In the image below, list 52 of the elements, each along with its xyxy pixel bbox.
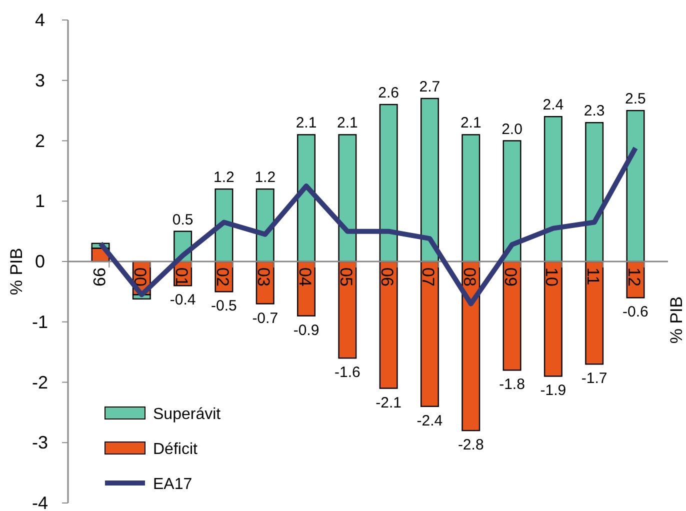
x-tick-label: 00	[130, 268, 150, 286]
y-tick-label: -3	[32, 432, 48, 453]
data-label: -0.5	[211, 298, 237, 315]
annotation: % PIB	[667, 296, 686, 344]
x-tick-label: 07	[418, 268, 438, 286]
x-tick-label: 06	[378, 268, 397, 286]
x-tick-label: 10	[542, 268, 562, 286]
legend-label: Superávit	[153, 406, 222, 423]
x-tick-label: 05	[336, 268, 356, 286]
x-tick-label: 12	[624, 268, 644, 286]
y-tick-label: 2	[34, 130, 46, 151]
data-label: -2.1	[376, 394, 402, 412]
data-label: 1.2	[254, 169, 276, 186]
data-label: -0.4	[170, 292, 196, 309]
y-tick-label: 1	[34, 191, 46, 212]
y-tick-label: -1	[32, 312, 48, 332]
x-tick-label: 01	[172, 268, 191, 286]
y-tick-label: 0	[34, 252, 46, 272]
x-tick-label: 09	[501, 268, 520, 286]
data-label: -2.8	[458, 436, 484, 454]
y-tick-label: 4	[34, 10, 46, 30]
data-label: 2.5	[625, 90, 646, 108]
x-tick-label: 04	[295, 268, 314, 286]
y-tick-label: 3	[34, 70, 46, 90]
data-label: -0.9	[293, 322, 320, 339]
x-tick-label: 03	[254, 268, 274, 286]
y-tick-label: -4	[32, 493, 48, 511]
data-label: -2.4	[416, 412, 443, 430]
x-tick-label: 02	[212, 268, 232, 286]
x-tick-label: 11	[583, 268, 602, 286]
y-axis-title: % PIB	[7, 248, 26, 296]
y-tick-label: -2	[32, 372, 48, 392]
data-label: -0.7	[252, 310, 278, 327]
data-label: 2.1	[296, 114, 317, 132]
data-label: 2.6	[378, 84, 400, 102]
data-label: 2.7	[419, 78, 440, 96]
data-label: 2.1	[336, 114, 358, 132]
data-label: 2.3	[584, 102, 605, 120]
data-label: 1.2	[214, 169, 234, 186]
data-label: -1.9	[540, 382, 566, 400]
data-label: 2.0	[502, 120, 522, 138]
data-label: -0.6	[622, 304, 648, 321]
data-label: 0.5	[172, 211, 194, 228]
data-label: -1.6	[334, 364, 360, 382]
data-label: 2.1	[460, 114, 482, 132]
data-label: 2.4	[542, 96, 564, 114]
data-label: -1.8	[499, 376, 525, 394]
legend-label: Déficit	[153, 441, 198, 458]
x-tick-label: 08	[460, 268, 479, 286]
legend-label: EA17	[153, 476, 192, 493]
x-tick-label: 99	[90, 268, 109, 286]
data-label: -1.7	[581, 370, 608, 388]
